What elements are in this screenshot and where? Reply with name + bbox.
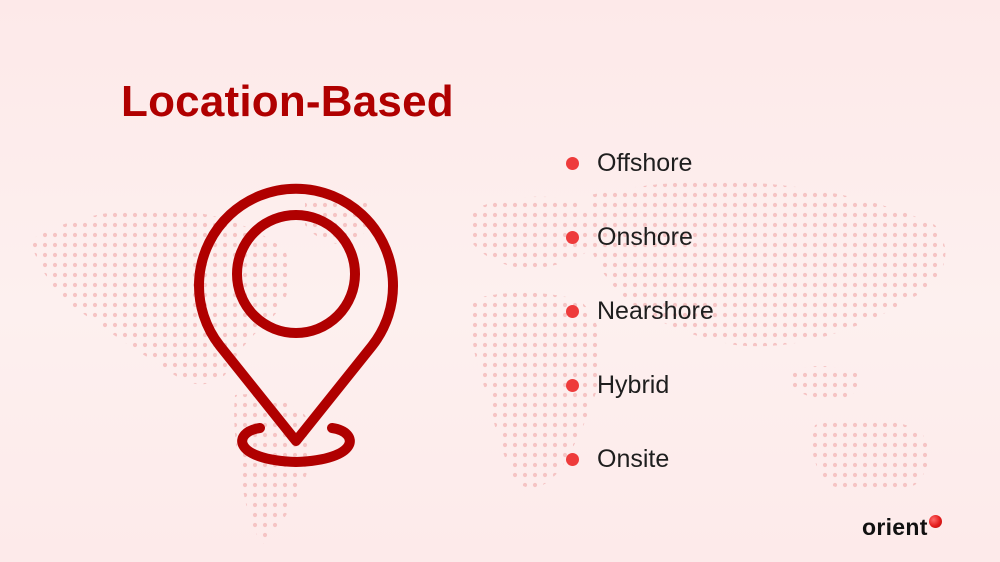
slide-title: Location-Based — [121, 77, 454, 126]
bullet-dot-icon — [566, 453, 579, 466]
list-item-label: Offshore — [597, 149, 693, 177]
list-item-onsite: Onsite — [566, 441, 714, 478]
logo-dot-icon — [928, 515, 942, 528]
bullet-dot-icon — [566, 157, 579, 170]
list-item-nearshore: Nearshore — [566, 293, 714, 330]
brand-logo: orient — [862, 512, 942, 544]
logo-text: orient — [862, 514, 928, 540]
list-item-label: Onsite — [597, 445, 670, 473]
bullet-dot-icon — [566, 379, 579, 392]
options-list: Offshore Onshore Nearshore Hybrid Onsite — [566, 145, 714, 515]
list-item-label: Nearshore — [597, 297, 714, 325]
list-item-onshore: Onshore — [566, 219, 714, 256]
bullet-dot-icon — [566, 305, 579, 318]
bullet-dot-icon — [566, 231, 579, 244]
location-pin-icon — [194, 183, 398, 467]
list-item-label: Hybrid — [597, 371, 670, 399]
list-item-label: Onshore — [597, 223, 693, 251]
list-item-offshore: Offshore — [566, 145, 714, 182]
list-item-hybrid: Hybrid — [566, 367, 714, 404]
